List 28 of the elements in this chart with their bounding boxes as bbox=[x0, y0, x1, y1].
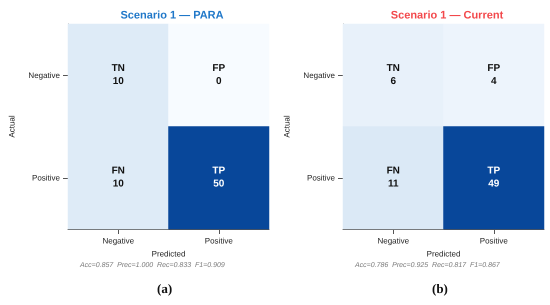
y-axis-title: Actual bbox=[8, 115, 16, 138]
x-tick-label: Negative bbox=[102, 236, 135, 246]
data-label: 6 bbox=[390, 76, 396, 87]
x-tick-label: Negative bbox=[377, 236, 410, 246]
chart-title: Scenario 1 — PARA bbox=[120, 10, 224, 22]
annotation: TP bbox=[487, 165, 500, 176]
y-axis-title: Actual bbox=[282, 115, 292, 138]
annotation: FP bbox=[212, 62, 226, 74]
x-axis-title: Predicted bbox=[152, 249, 186, 258]
x-tick-label: Positive bbox=[204, 236, 234, 246]
data-label: 4 bbox=[490, 76, 497, 87]
annotation: FN bbox=[386, 165, 400, 176]
data-label: 11 bbox=[388, 178, 399, 190]
text: (a) bbox=[157, 281, 172, 296]
annotation: TN bbox=[112, 62, 125, 74]
data-label: 10 bbox=[112, 178, 124, 190]
annotation: TN bbox=[386, 62, 400, 74]
data-label: 50 bbox=[213, 178, 225, 190]
annotation: TP bbox=[212, 165, 226, 176]
annotation: FP bbox=[487, 62, 500, 74]
data-label: 10 bbox=[112, 76, 124, 87]
annotation: FN bbox=[112, 165, 125, 176]
data-label: 0 bbox=[216, 76, 222, 87]
data-label: 49 bbox=[488, 178, 500, 190]
x-tick-label: Positive bbox=[480, 236, 508, 246]
x-axis-title: Predicted bbox=[426, 249, 460, 258]
chart-title: Scenario 1 — Current bbox=[390, 10, 504, 22]
text: (b) bbox=[432, 281, 448, 296]
